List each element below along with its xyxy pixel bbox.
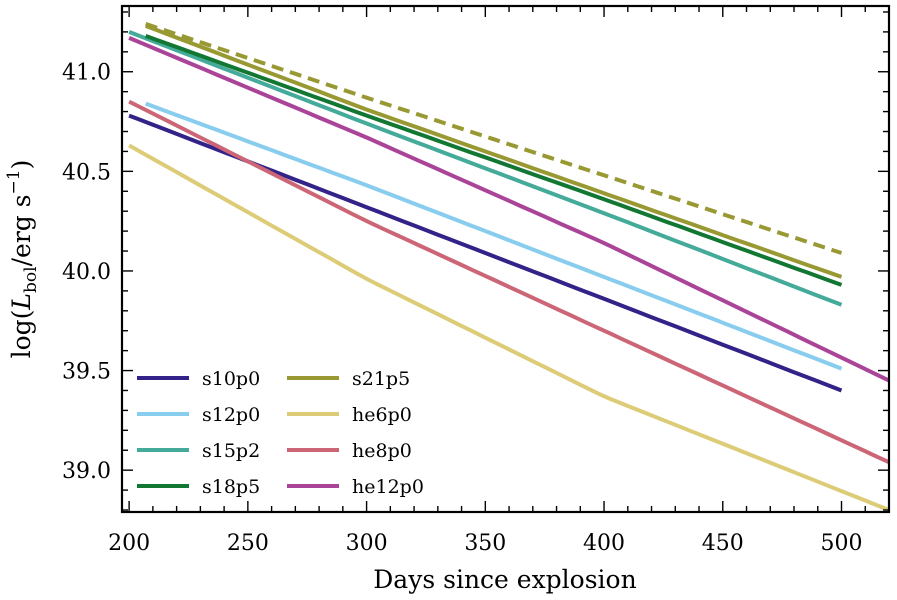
x-tick-label: 500 — [821, 531, 863, 556]
x-tick-label: 350 — [464, 531, 506, 556]
legend-label-he12p0: he12p0 — [352, 476, 424, 498]
series-layer — [128, 22, 890, 512]
legend-label-s21p5: s21p5 — [352, 368, 410, 390]
x-tick-label: 200 — [108, 531, 150, 556]
legend-label-s10p0: s10p0 — [202, 368, 260, 390]
x-axis-label: Days since explosion — [373, 565, 636, 594]
series-line-s21p5 — [144, 24, 843, 279]
y-tick-label: 39.0 — [62, 459, 111, 484]
y-label-middle: /erg s — [7, 194, 36, 266]
x-tick-label: 400 — [583, 531, 625, 556]
legend-label-s18p5: s18p5 — [202, 476, 260, 498]
legend: s10p0 s12p0 s15p2 s18p5 s21p5 he6p0 he8p0 he12p… — [137, 368, 424, 498]
y-tick-label: 40.5 — [62, 160, 111, 185]
series-line-he8p0 — [128, 99, 890, 465]
y-label-superscript: −1 — [4, 169, 24, 194]
x-tick-label: 250 — [227, 531, 269, 556]
series-line-he6p0 — [128, 143, 890, 512]
y-label-suffix: ) — [7, 160, 36, 170]
series-line-s15p2 — [128, 30, 843, 307]
plot-frame — [120, 4, 891, 514]
legend-label-he6p0: he6p0 — [352, 404, 412, 426]
y-axis-label: log(Lbol/erg s−1) — [4, 160, 41, 359]
x-tick-label: 450 — [702, 531, 744, 556]
y-label-prefix: log( — [7, 310, 36, 359]
y-tick-label: 40.0 — [62, 260, 111, 285]
y-label-subscript: bol — [21, 266, 41, 293]
y-tick-label: 41.0 — [62, 61, 111, 86]
y-label-symbol: L — [7, 293, 36, 311]
series-line-s18p5 — [145, 34, 843, 287]
legend-label-s15p2: s15p2 — [202, 440, 260, 462]
series-line-s12p0 — [145, 101, 843, 371]
ticks-layer: 200 250 300 350 400 450 500 39.0 39.5 40.0 40.5 41.… — [62, 6, 890, 556]
series-line-unnamed-5 — [145, 22, 843, 255]
x-tick-label: 300 — [346, 531, 388, 556]
y-tick-label: 39.5 — [62, 360, 111, 385]
legend-label-he8p0: he8p0 — [352, 440, 412, 462]
legend-label-s12p0: s12p0 — [202, 404, 260, 426]
series-line-he12p0 — [128, 36, 890, 383]
